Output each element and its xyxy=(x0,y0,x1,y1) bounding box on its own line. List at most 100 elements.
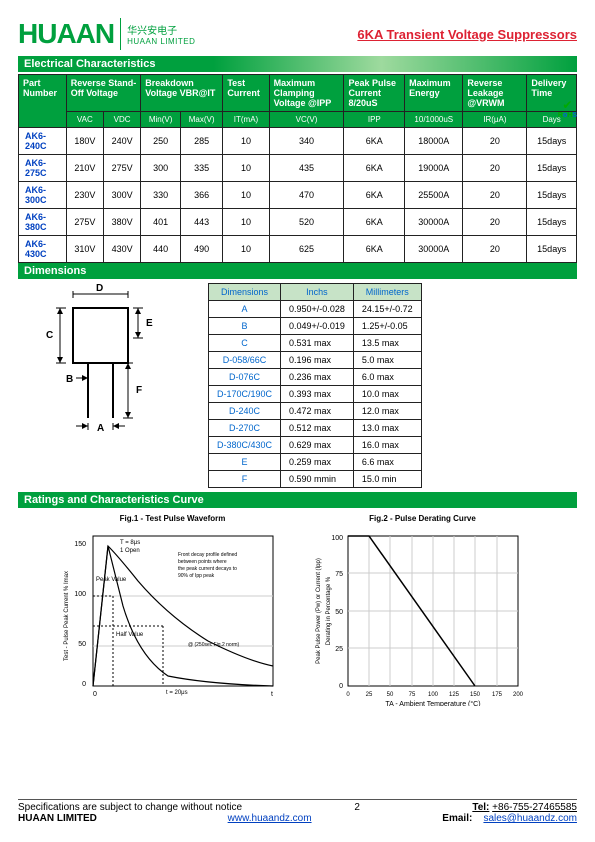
cell-vc: 435 xyxy=(269,155,344,182)
cell-days: 15days xyxy=(527,155,577,182)
svg-text:0: 0 xyxy=(346,692,350,698)
cell-e: 30000A xyxy=(405,236,463,263)
electrical-table: Part Number Reverse Stand-Off Voltage Br… xyxy=(18,74,577,263)
cell-vc: 340 xyxy=(269,128,344,155)
cell-vc: 470 xyxy=(269,182,344,209)
tel-label: Tel: xyxy=(472,802,489,813)
table-row: AK6-240C180V240V250285103406KA18000A2015… xyxy=(19,128,577,155)
fig2-title: Fig.2 - Pulse Derating Curve xyxy=(308,514,538,523)
cell-ir: 20 xyxy=(463,209,527,236)
footer-page: 2 xyxy=(354,802,360,813)
cell-dim: C xyxy=(209,335,281,352)
cell-mm: 1.25+/-0.05 xyxy=(353,318,421,335)
svg-text:Half Value: Half Value xyxy=(116,632,144,638)
table-row: D-270C0.512 max13.0 max xyxy=(209,420,422,437)
th-max: Max(V) xyxy=(180,112,222,128)
tel-value: +86-755-27465585 xyxy=(492,802,577,813)
cell-vdc: 240V xyxy=(103,128,140,155)
cell-min: 440 xyxy=(141,236,181,263)
th-vc: VC(V) xyxy=(269,112,344,128)
svg-text:50: 50 xyxy=(386,692,393,698)
cell-days: 15days xyxy=(527,128,577,155)
table-row: C0.531 max13.5 max xyxy=(209,335,422,352)
svg-text:75: 75 xyxy=(408,692,415,698)
svg-text:25: 25 xyxy=(365,692,372,698)
table-row: AK6-275C210V275V300335104356KA19000A2015… xyxy=(19,155,577,182)
cell-days: 15days xyxy=(527,236,577,263)
cell-mm: 13.0 max xyxy=(353,420,421,437)
cell-dim: E xyxy=(209,454,281,471)
footer-url[interactable]: www.huaandz.com xyxy=(228,813,312,824)
cell-min: 300 xyxy=(141,155,181,182)
svg-text:D: D xyxy=(96,283,103,294)
cell-dim: D-380C/430C xyxy=(209,437,281,454)
svg-text:150: 150 xyxy=(74,541,86,548)
section-ratings: Ratings and Characteristics Curve xyxy=(18,492,577,508)
table-row: D-170C/190C0.393 max10.0 max xyxy=(209,386,422,403)
cell-vac: 310V xyxy=(66,236,103,263)
cell-vdc: 430V xyxy=(103,236,140,263)
cell-max: 490 xyxy=(180,236,222,263)
cell-dim: D-270C xyxy=(209,420,281,437)
dimension-diagram: D C E F xyxy=(38,283,178,433)
logo-en: HUAAN LIMITED xyxy=(127,37,195,46)
cell-vdc: 300V xyxy=(103,182,140,209)
cell-inch: 0.236 max xyxy=(281,369,354,386)
cell-e: 25500A xyxy=(405,182,463,209)
svg-text:50: 50 xyxy=(78,641,86,648)
svg-text:100: 100 xyxy=(331,535,343,542)
cell-max: 285 xyxy=(180,128,222,155)
svg-text:T = 8μs: T = 8μs xyxy=(120,540,140,546)
svg-text:Front decay profile defined: Front decay profile defined xyxy=(178,552,237,558)
figure-2: Fig.2 - Pulse Derating Curve xyxy=(308,514,538,706)
th-vdc: VDC xyxy=(103,112,140,128)
svg-text:75: 75 xyxy=(335,571,343,578)
footer-email-wrap: Email: sales@huaandz.com xyxy=(442,813,577,824)
cell-dim: D-170C/190C xyxy=(209,386,281,403)
cell-mm: 10.0 max xyxy=(353,386,421,403)
svg-text:A: A xyxy=(97,423,104,433)
cell-mm: 12.0 max xyxy=(353,403,421,420)
svg-text:C: C xyxy=(46,330,53,341)
svg-text:175: 175 xyxy=(491,692,502,698)
cell-part: AK6-300C xyxy=(19,182,67,209)
cell-mm: 5.0 max xyxy=(353,352,421,369)
header: HUAAN 华兴安电子 HUAAN LIMITED 6KA Transient … xyxy=(18,18,577,50)
table-row: AK6-430C310V430V440490106256KA30000A2015… xyxy=(19,236,577,263)
cell-inch: 0.950+/-0.028 xyxy=(281,301,354,318)
svg-text:t = 20μs: t = 20μs xyxy=(166,690,188,696)
table-row: A0.950+/-0.02824.15+/-0.72 xyxy=(209,301,422,318)
svg-text:90% of Ipp peak: 90% of Ipp peak xyxy=(178,573,215,579)
cell-vac: 275V xyxy=(66,209,103,236)
svg-text:F: F xyxy=(136,385,142,396)
footer: Specifications are subject to change wit… xyxy=(18,799,577,824)
cell-vdc: 275V xyxy=(103,155,140,182)
table-row: AK6-300C230V300V330366104706KA25500A2015… xyxy=(19,182,577,209)
section-electrical: Electrical Characteristics xyxy=(18,56,577,72)
cell-part: AK6-275C xyxy=(19,155,67,182)
cell-e: 18000A xyxy=(405,128,463,155)
cell-it: 10 xyxy=(223,209,269,236)
rohs-badge: ✔ RoHS xyxy=(558,98,577,119)
cell-inch: 0.531 max xyxy=(281,335,354,352)
cell-mm: 24.15+/-0.72 xyxy=(353,301,421,318)
th-test: Test Current xyxy=(223,75,269,112)
email-label: Email: xyxy=(442,813,472,824)
th-bdv: Breakdown Voltage VBR@IT xyxy=(141,75,223,112)
svg-text:Test - Pulse Peak Current % Im: Test - Pulse Peak Current % Imax xyxy=(64,571,70,661)
cell-inch: 0.196 max xyxy=(281,352,354,369)
svg-text:50: 50 xyxy=(335,609,343,616)
cell-mm: 16.0 max xyxy=(353,437,421,454)
table-row: D-076C0.236 max6.0 max xyxy=(209,369,422,386)
cell-dim: D-240C xyxy=(209,403,281,420)
cell-mm: 6.0 max xyxy=(353,369,421,386)
th-part: Part Number xyxy=(19,75,67,128)
th-vac: VAC xyxy=(66,112,103,128)
cell-it: 10 xyxy=(223,236,269,263)
cell-min: 250 xyxy=(141,128,181,155)
cell-max: 335 xyxy=(180,155,222,182)
footer-email[interactable]: sales@huaandz.com xyxy=(483,813,577,824)
table-row: AK6-380C275V380V401443105206KA30000A2015… xyxy=(19,209,577,236)
cell-vdc: 380V xyxy=(103,209,140,236)
cell-ipp: 6KA xyxy=(344,182,405,209)
